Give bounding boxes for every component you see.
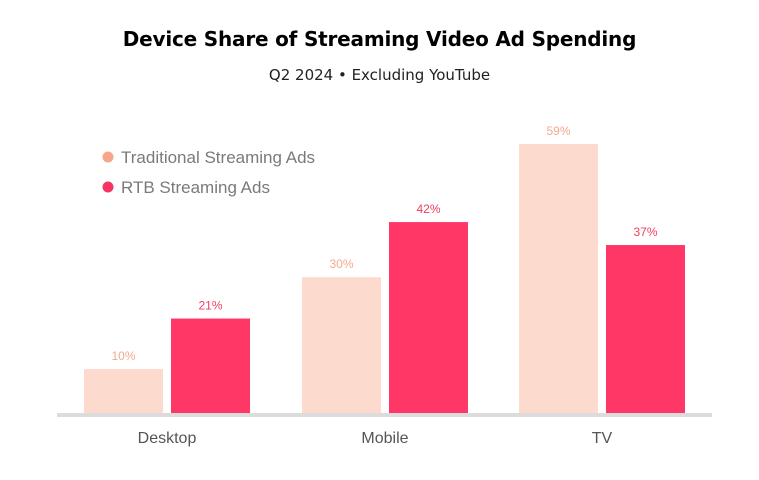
bar-mobile-traditional [302,277,381,415]
x-tick-label: Mobile [361,430,408,447]
bar-tv-rtb [606,245,685,415]
chart-title: Device Share of Streaming Video Ad Spend… [122,27,637,51]
data-label: 10% [111,349,135,363]
bar-desktop-traditional [84,369,163,415]
x-axis-baseline [57,413,712,417]
bar-desktop-rtb [171,318,250,415]
data-label: 37% [633,225,657,239]
x-tick-label: TV [592,430,613,447]
bar-tv-traditional [519,144,598,415]
chart-subtitle: Q2 2024 • Excluding YouTube [268,66,491,84]
bar-mobile-rtb [389,222,468,415]
legend-marker-icon [102,181,114,193]
x-tick-label: Desktop [138,430,197,447]
legend: Traditional Streaming Ads RTB Streaming A… [102,148,315,197]
data-label: 59% [546,124,570,138]
legend-marker-icon [102,151,114,163]
legend-label: RTB Streaming Ads [121,178,270,197]
labels-group: 10% 21% Desktop 30% 42% Mobile 59% 37% TV [111,124,657,447]
bars-group [84,144,685,415]
data-label: 30% [329,257,353,271]
data-label: 42% [416,202,440,216]
legend-label: Traditional Streaming Ads [121,148,315,167]
data-label: 21% [198,299,222,313]
